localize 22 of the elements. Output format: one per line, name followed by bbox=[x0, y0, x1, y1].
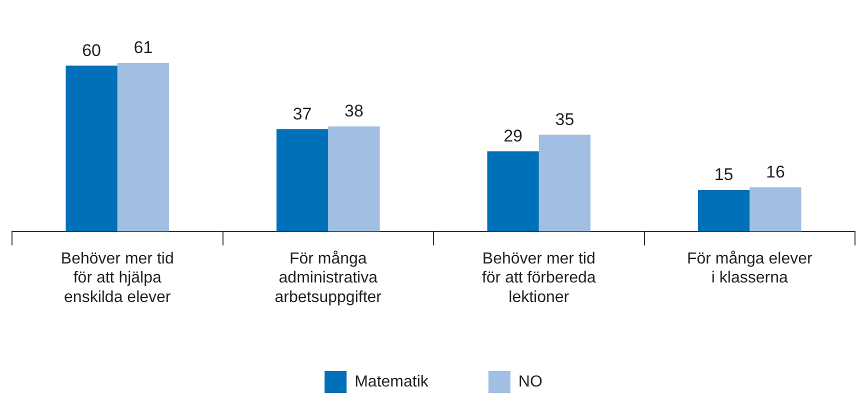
data-label: 60 bbox=[82, 40, 102, 60]
x-tick-label: För många administrativa arbetsuppgifter bbox=[274, 250, 382, 306]
bar bbox=[698, 190, 750, 232]
x-tick-label: Behöver mer tid för att förbereda lektioner bbox=[482, 250, 596, 306]
data-label: 38 bbox=[344, 102, 364, 121]
data-label: 15 bbox=[714, 165, 734, 184]
bar bbox=[276, 129, 328, 232]
x-tick-label: Behöver mer tid för att hjälpa enskilda elever bbox=[60, 250, 174, 306]
bar bbox=[538, 134, 591, 232]
bar bbox=[750, 187, 802, 232]
legend-label: NO bbox=[518, 373, 542, 390]
bar bbox=[328, 126, 380, 232]
data-label: 35 bbox=[555, 110, 574, 129]
data-label: 61 bbox=[134, 38, 153, 58]
bar bbox=[66, 66, 118, 232]
x-tick-label: För många elever i klasserna bbox=[686, 250, 813, 287]
data-label: 37 bbox=[292, 104, 312, 124]
bar bbox=[117, 62, 170, 232]
legend-label: Matematik bbox=[354, 373, 430, 390]
bar bbox=[487, 151, 539, 232]
data-label: 16 bbox=[766, 162, 785, 182]
data-label: 29 bbox=[504, 126, 523, 146]
